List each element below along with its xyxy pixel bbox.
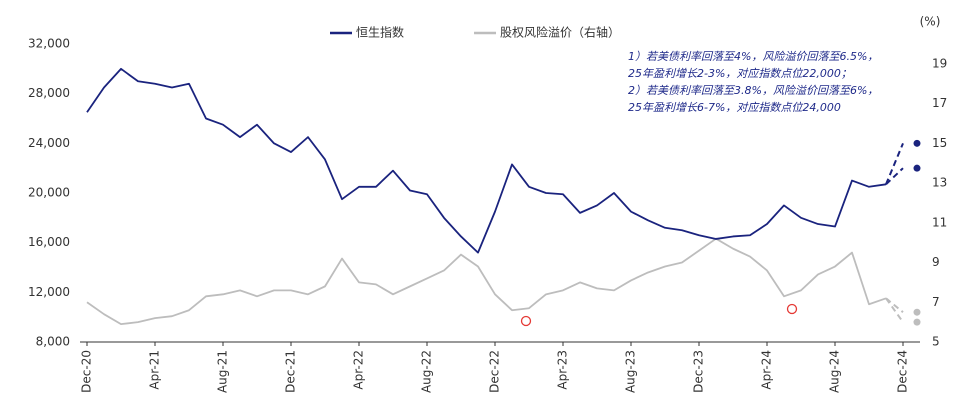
x-tick-label: Apr-22	[352, 350, 366, 390]
x-tick-label: Apr-23	[556, 350, 570, 390]
projection-point	[913, 308, 921, 316]
highlight-circle	[520, 315, 532, 327]
x-tick-label: Aug-23	[624, 350, 638, 393]
y2-tick-label: 13	[932, 176, 947, 190]
y2-tick-label: 7	[932, 295, 940, 309]
annotation: 25年盈利增长2-3%，对应指数点位22,000；	[628, 67, 852, 80]
projection-line	[885, 142, 904, 185]
x-tick-label: Aug-24	[828, 350, 842, 393]
x-tick-label: Apr-24	[760, 350, 774, 390]
y2-tick-label: 9	[932, 255, 940, 269]
y-tick-label: 12,000	[28, 285, 70, 299]
x-tick-label: Dec-20	[80, 350, 94, 393]
projection-point	[913, 164, 921, 172]
y-tick-label: 20,000	[28, 186, 70, 200]
projection-point	[913, 318, 921, 326]
projection-line	[885, 297, 904, 323]
x-tick-label: Dec-21	[284, 350, 298, 393]
x-tick-label: Aug-21	[216, 350, 230, 393]
x-tick-label: Dec-24	[896, 350, 910, 393]
annotation: 25年盈利增长6-7%，对应指数点位24,000	[628, 101, 841, 114]
annotation: 2）若美债利率回落至3.8%，风险溢价回落至6%，	[628, 84, 878, 97]
annotation: 1）若美债利率回落至4%，风险溢价回落至6.5%，	[628, 50, 878, 63]
projection-line	[885, 167, 904, 186]
series-line	[86, 237, 887, 326]
x-tick-label: Dec-22	[488, 350, 502, 393]
x-tick-label: Apr-21	[148, 350, 162, 390]
y2-tick-label: 5	[932, 335, 940, 349]
series-line	[86, 67, 887, 254]
y2-tick-label: 17	[932, 96, 947, 110]
y2-tick-label: 15	[932, 136, 947, 150]
highlight-circle	[786, 303, 798, 315]
legend-label: 股权风险溢价（右轴）	[500, 25, 620, 40]
y2-unit: (%)	[920, 15, 941, 29]
y-tick-label: 16,000	[28, 235, 70, 249]
y-tick-label: 32,000	[28, 37, 70, 51]
x-tick-label: Dec-23	[692, 350, 706, 393]
y-tick-label: 24,000	[28, 136, 70, 150]
x-tick-label: Aug-22	[420, 350, 434, 393]
y-tick-label: 8,000	[36, 335, 70, 349]
projection-point	[913, 139, 921, 147]
legend-label: 恒生指数	[356, 25, 404, 40]
y-tick-label: 28,000	[28, 86, 70, 100]
y2-tick-label: 19	[932, 56, 947, 70]
y2-tick-label: 11	[932, 215, 947, 229]
